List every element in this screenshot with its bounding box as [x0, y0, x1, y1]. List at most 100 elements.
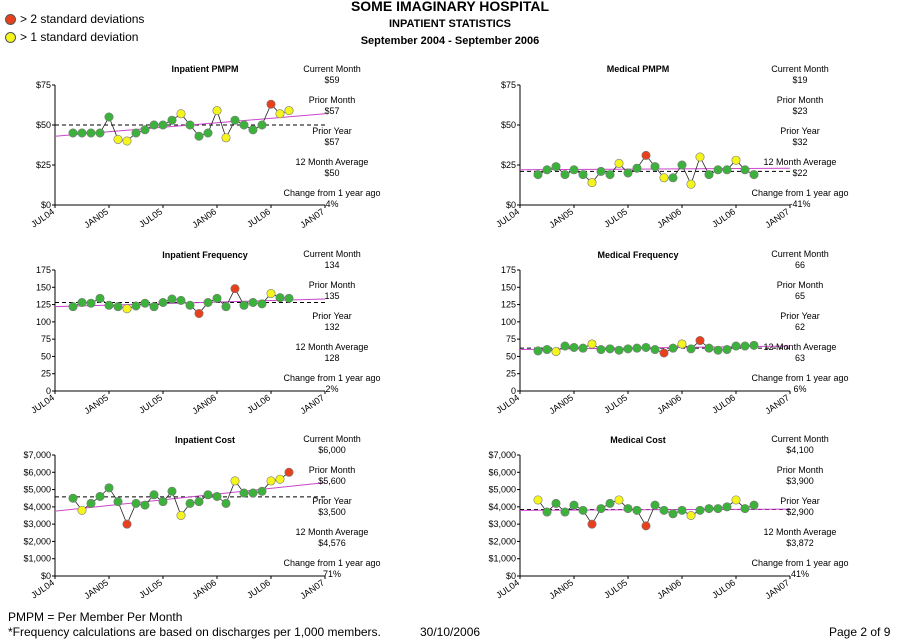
stat-block-change: Change from 1 year ago 71% — [272, 558, 392, 580]
stat-value: $50 — [324, 168, 340, 178]
stat-value: $57 — [324, 137, 340, 147]
x-tick-label: JUL06 — [245, 206, 272, 229]
stats-column: Current Month $4,100 Prior Month $3,900 Prio… — [740, 434, 860, 589]
data-point — [86, 498, 96, 508]
x-tick-label: JUL05 — [137, 392, 164, 415]
x-tick-label: JUL06 — [710, 392, 737, 415]
stat-value: $19 — [792, 75, 808, 85]
y-tick-label: 125 — [501, 300, 516, 310]
stat-value: 66 — [794, 260, 805, 270]
data-point — [131, 128, 141, 138]
stat-value: 2% — [325, 384, 339, 394]
data-point — [257, 120, 267, 130]
stats-column: Current Month $59 Prior Month $57 Prior Year… — [272, 64, 392, 219]
data-point — [113, 134, 123, 144]
data-point — [257, 299, 267, 309]
stat-value: $3,900 — [786, 476, 814, 486]
stat-value: $4,576 — [318, 538, 346, 548]
data-point — [749, 500, 759, 510]
data-point — [641, 342, 651, 352]
legend-red-label: > 2 standard deviations — [20, 12, 145, 26]
stat-value: -41% — [789, 199, 811, 209]
data-point — [248, 297, 258, 307]
stat-value: 62 — [794, 322, 805, 332]
data-point — [185, 120, 195, 130]
y-tick-label: 125 — [36, 300, 51, 310]
stat-value: 128 — [324, 353, 340, 363]
stat-label: 12 Month Average — [763, 157, 837, 167]
data-point — [77, 297, 87, 307]
stat-block-current: Current Month $59 — [272, 64, 392, 86]
y-tick-label: $3,000 — [23, 519, 51, 529]
y-tick-label: $2,000 — [23, 536, 51, 546]
stat-value: $57 — [324, 106, 340, 116]
data-point — [68, 128, 78, 138]
x-tick-label: JAN05 — [82, 392, 110, 416]
data-point — [212, 491, 222, 501]
stat-value: 4% — [325, 199, 339, 209]
stat-label: 12 Month Average — [295, 527, 369, 537]
y-tick-label: 75 — [41, 334, 51, 344]
data-point — [149, 490, 159, 500]
stat-block-avg12: 12 Month Average 63 — [740, 342, 860, 364]
x-tick-label: JAN05 — [82, 206, 110, 230]
stat-block-current: Current Month $4,100 — [740, 434, 860, 456]
data-point — [614, 345, 624, 355]
data-point — [578, 343, 588, 353]
y-tick-label: $1,000 — [488, 554, 516, 564]
data-point — [749, 340, 759, 350]
y-tick-label: $4,000 — [488, 502, 516, 512]
data-point — [623, 504, 633, 514]
data-point — [284, 293, 294, 303]
data-point — [686, 510, 696, 520]
data-point — [722, 345, 732, 355]
data-point — [704, 170, 714, 180]
legend-yellow: > 1 standard deviation — [5, 30, 138, 44]
y-tick-label: $0 — [506, 571, 516, 581]
data-point — [212, 293, 222, 303]
x-tick-label: JUL06 — [245, 392, 272, 415]
data-point — [551, 347, 561, 357]
stat-label: Prior Year — [312, 496, 352, 506]
data-point — [560, 507, 570, 517]
data-point — [569, 500, 579, 510]
y-tick-label: 25 — [506, 369, 516, 379]
stat-block-change: Change from 1 year ago -41% — [740, 188, 860, 210]
data-point — [221, 133, 231, 143]
stat-label: Prior Year — [780, 496, 820, 506]
stat-block-avg12: 12 Month Average $3,872 — [740, 527, 860, 549]
data-point — [176, 109, 186, 119]
stats-column: Current Month 134 Prior Month 135 Prior Year… — [272, 249, 392, 404]
data-point — [587, 519, 597, 529]
yellow-dot-icon — [5, 31, 16, 43]
data-point — [113, 302, 123, 312]
data-point — [614, 158, 624, 168]
data-point — [686, 344, 696, 354]
x-tick-label: JUL04 — [29, 392, 56, 415]
stat-block-prior-month: Prior Month 135 — [272, 280, 392, 302]
y-tick-label: 25 — [41, 369, 51, 379]
stat-value: 41% — [790, 569, 809, 579]
stat-label: Current Month — [771, 434, 829, 444]
data-point — [560, 341, 570, 351]
chart-svg: $0 $1,000 $2,000 $3,000 $4,000 $5,000 $6,000 $7… — [23, 450, 326, 601]
data-point — [578, 170, 588, 180]
x-tick-label: JAN05 — [547, 206, 575, 230]
data-point — [605, 170, 615, 180]
data-point — [668, 509, 678, 519]
data-point — [740, 504, 750, 514]
y-tick-label: 100 — [501, 317, 516, 327]
data-point — [275, 474, 285, 484]
data-point — [659, 173, 669, 183]
data-point — [284, 106, 294, 116]
data-point — [533, 346, 543, 356]
data-point — [104, 483, 114, 493]
stat-block-prior-year: Prior Year $32 — [740, 126, 860, 148]
data-point — [560, 170, 570, 180]
data-point — [605, 498, 615, 508]
data-point — [533, 495, 543, 505]
data-point — [266, 289, 276, 299]
stat-block-change: Change from 1 year ago 41% — [740, 558, 860, 580]
chart-title: Inpatient Cost — [175, 435, 235, 445]
